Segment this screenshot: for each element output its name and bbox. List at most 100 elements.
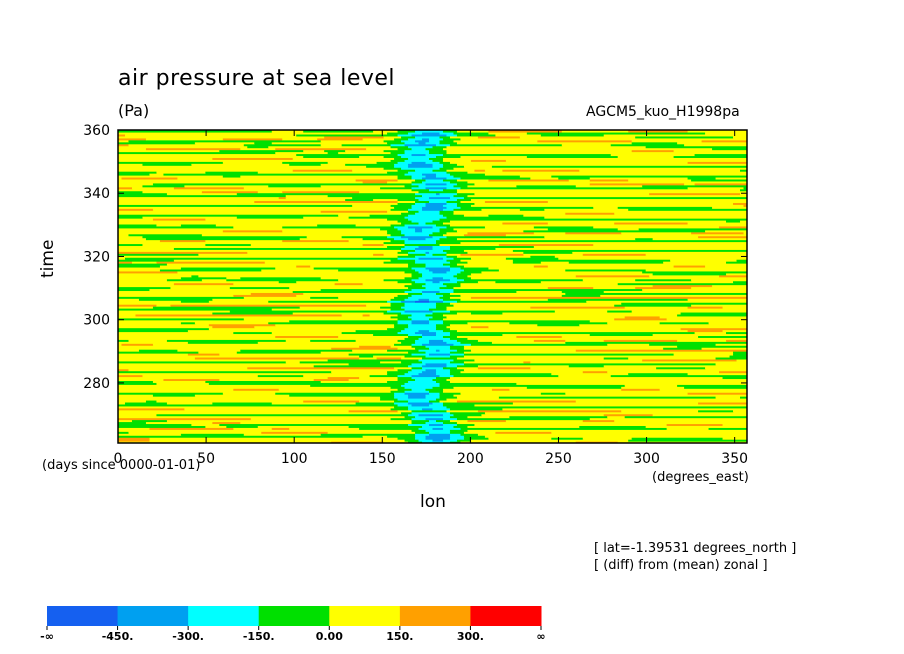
- field-cell: [649, 274, 720, 278]
- field-cell: [292, 290, 406, 293]
- field-cell: [118, 292, 252, 295]
- field-cell: [456, 396, 500, 399]
- field-cell: [509, 415, 608, 419]
- field-cell: [222, 392, 276, 395]
- field-cell: [726, 339, 747, 342]
- field-cell: [425, 221, 444, 225]
- field-cell: [603, 339, 678, 342]
- field-cell: [397, 202, 416, 205]
- field-cell: [118, 317, 245, 321]
- field-cell: [387, 218, 409, 221]
- field-cell: [533, 225, 594, 229]
- field-cell: [645, 145, 747, 149]
- field-cell: [488, 437, 552, 440]
- field-cell: [327, 358, 420, 362]
- field-cell: [547, 286, 594, 290]
- field-cell: [715, 362, 747, 366]
- field-cell: [460, 266, 490, 270]
- field-cell: [516, 290, 563, 293]
- colorbar-swatch: [399, 606, 471, 626]
- field-cell: [701, 139, 747, 143]
- field-cell: [422, 370, 437, 374]
- field-cell: [296, 133, 399, 137]
- field-cell: [442, 417, 458, 421]
- field-cell: [303, 155, 360, 158]
- field-cell: [397, 317, 413, 321]
- field-cell: [449, 219, 727, 223]
- field-cell: [338, 268, 416, 272]
- field-cell: [449, 268, 465, 272]
- field-cell: [470, 296, 747, 299]
- field-cell: [145, 137, 224, 141]
- field-cell: [219, 149, 304, 153]
- field-cell: [390, 308, 406, 311]
- field-cell: [449, 368, 465, 372]
- field-cell: [516, 184, 577, 188]
- field-cell: [652, 333, 747, 337]
- field-cell: [394, 206, 413, 209]
- field-cell: [380, 306, 402, 309]
- field-cell: [285, 360, 301, 364]
- field-cell: [219, 353, 350, 356]
- field-cell: [488, 325, 747, 329]
- field-cell: [233, 388, 280, 391]
- field-cell: [212, 401, 273, 405]
- field-cell: [247, 251, 399, 254]
- field-cell: [118, 227, 381, 231]
- field-cell: [341, 143, 392, 147]
- field-cell: [415, 135, 441, 139]
- field-cell: [467, 274, 577, 278]
- field-cell: [292, 311, 385, 315]
- field-cell: [575, 349, 747, 352]
- field-cell: [418, 221, 427, 225]
- field-cell: [118, 345, 360, 348]
- field-cell: [435, 302, 451, 305]
- field-cell: [481, 208, 521, 211]
- field-cell: [467, 425, 580, 428]
- field-cell: [722, 329, 747, 333]
- field-cell: [327, 431, 416, 434]
- colorbar-label: 150.: [386, 630, 413, 643]
- field-cell: [118, 243, 144, 247]
- field-cell: [118, 403, 399, 407]
- field-cell: [418, 198, 458, 202]
- field-cell: [149, 288, 322, 292]
- field-cell: [118, 171, 158, 174]
- field-cell: [422, 360, 451, 364]
- field-cell: [422, 343, 455, 346]
- field-cell: [449, 345, 465, 348]
- field-cell: [411, 411, 451, 415]
- field-cell: [390, 233, 406, 237]
- colorbar: -∞ -450. -300. -150. 0.00 150. 300. ∞: [40, 606, 546, 643]
- field-cell: [488, 130, 563, 133]
- field-cell: [205, 239, 283, 243]
- field-cell: [411, 409, 448, 413]
- field-cell: [467, 184, 517, 188]
- field-cell: [453, 194, 469, 198]
- field-cell: [118, 133, 126, 137]
- field-cell: [687, 161, 747, 164]
- field-cell: [474, 182, 591, 186]
- field-cell: [152, 394, 196, 397]
- field-cell: [446, 133, 458, 137]
- field-cell: [289, 427, 360, 430]
- field-cell: [289, 394, 395, 397]
- field-cell: [212, 421, 241, 425]
- field-cell: [418, 190, 458, 194]
- field-cell: [118, 394, 154, 397]
- field-cell: [401, 411, 413, 415]
- field-cell: [512, 249, 747, 252]
- field-cell: [415, 259, 448, 262]
- field-cell: [118, 313, 137, 317]
- field-cell: [118, 218, 154, 221]
- field-cell: [516, 382, 747, 385]
- field-cell: [446, 231, 469, 235]
- field-cell: [456, 190, 747, 194]
- field-cell: [118, 354, 360, 358]
- field-cell: [345, 163, 395, 166]
- colorbar-label: 300.: [457, 630, 484, 643]
- field-cell: [383, 155, 402, 158]
- field-cell: [240, 349, 353, 352]
- field-cell: [411, 153, 427, 157]
- field-cell: [453, 286, 549, 290]
